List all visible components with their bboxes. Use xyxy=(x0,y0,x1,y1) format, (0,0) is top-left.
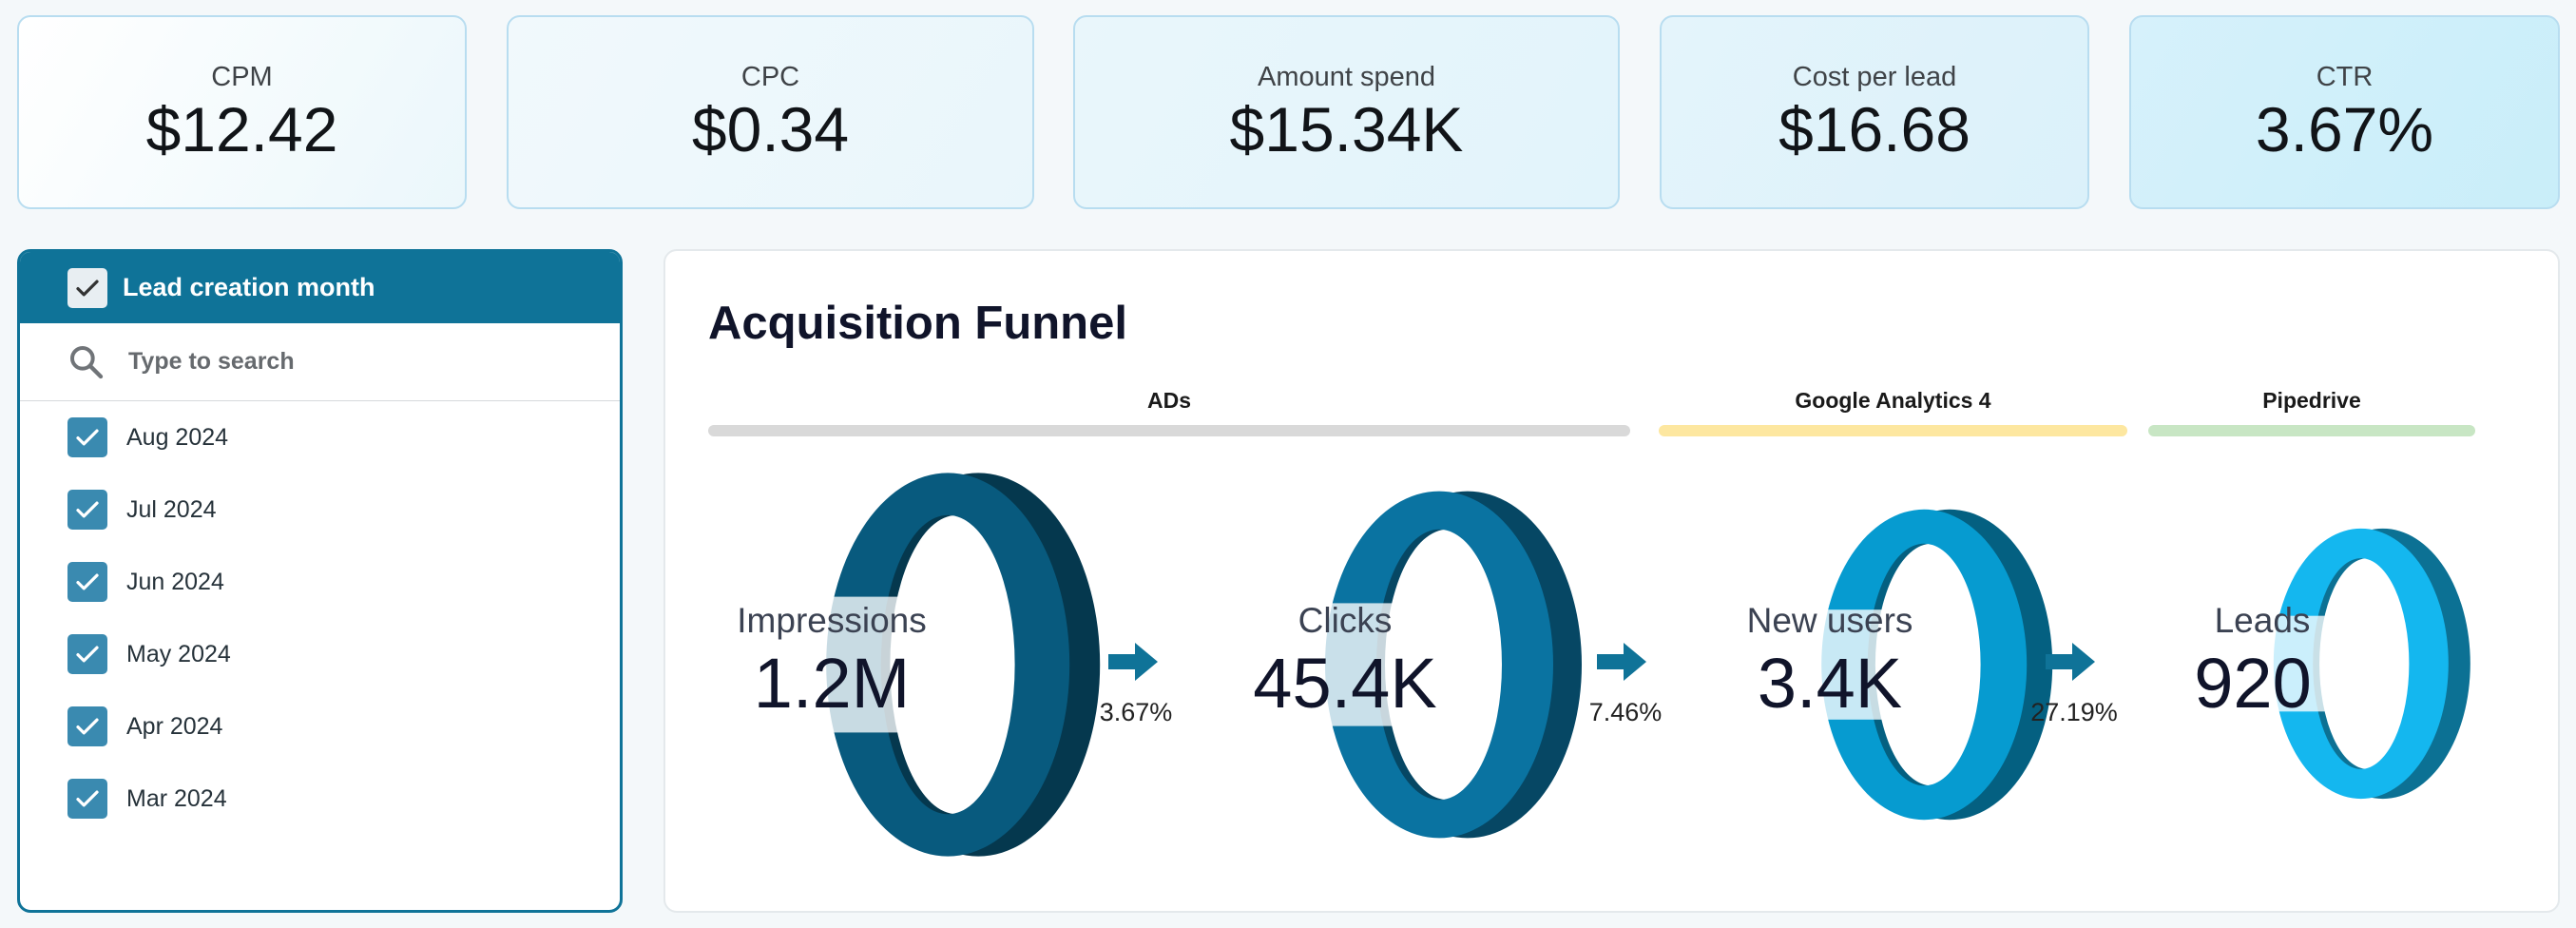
arrow-right-icon xyxy=(1597,643,1646,681)
kpi-label: CPC xyxy=(740,62,800,92)
month-checkbox[interactable] xyxy=(67,490,107,530)
ring-label-band xyxy=(808,596,949,733)
month-label: Apr 2024 xyxy=(126,712,223,740)
check-icon xyxy=(76,501,99,518)
month-option[interactable]: Mar 2024 xyxy=(20,763,620,835)
month-label: Jun 2024 xyxy=(126,568,224,595)
source-label-ga4: Google Analytics 4 xyxy=(1795,388,1991,413)
month-checkbox[interactable] xyxy=(67,417,107,457)
source-label-ads: ADs xyxy=(1146,388,1191,413)
month-label: Mar 2024 xyxy=(126,784,227,812)
stage-label-leads: Leads xyxy=(2214,601,2311,640)
month-option[interactable]: May 2024 xyxy=(20,618,620,690)
kpi-card-cpc: CPC $0.34 xyxy=(507,15,1034,209)
month-checkbox[interactable] xyxy=(67,779,107,819)
kpi-label: Cost per lead xyxy=(1792,62,1957,92)
stage-label-impressions: Impressions xyxy=(737,601,927,640)
ring-face xyxy=(1325,491,1553,839)
acquisition-funnel-panel: Acquisition Funnel ADs Google Analytics … xyxy=(663,249,2560,913)
ring-face xyxy=(1821,509,2028,821)
kpi-card-cpm: CPM $12.42 xyxy=(17,15,467,209)
conversion-rate: 27.19% xyxy=(2030,698,2118,726)
search-icon xyxy=(67,341,109,383)
month-label: Jul 2024 xyxy=(126,495,217,523)
filter-header[interactable]: Lead creation month xyxy=(20,252,620,323)
search-input[interactable] xyxy=(128,348,547,376)
kpi-value: $12.42 xyxy=(145,94,338,164)
kpi-value: 3.67% xyxy=(2255,94,2434,164)
month-filter-panel: Lead creation month Aug 2024 Jul 2024 Jun … xyxy=(17,249,623,913)
stage-value-leads: 920 xyxy=(2194,644,2312,723)
kpi-value: $15.34K xyxy=(1229,94,1464,164)
check-icon xyxy=(76,790,99,807)
funnel-ring-leads xyxy=(2260,528,2470,800)
ring-label-band xyxy=(1806,609,1925,720)
kpi-value: $0.34 xyxy=(691,94,850,164)
stage-value-clicks: 45.4K xyxy=(1253,644,1437,723)
stage-label-clicks: Clicks xyxy=(1298,601,1393,640)
ring-face xyxy=(2273,528,2449,800)
month-option[interactable]: Apr 2024 xyxy=(20,690,620,763)
filter-search xyxy=(20,323,620,401)
month-label: May 2024 xyxy=(126,640,231,667)
stage-label-new-users: New users xyxy=(1746,601,1913,640)
month-option[interactable]: Jul 2024 xyxy=(20,474,620,546)
month-list: Aug 2024 Jul 2024 Jun 2024 May 2024 Apr 2024… xyxy=(20,401,620,835)
kpi-value: $16.68 xyxy=(1778,94,1970,164)
kpi-label: CTR xyxy=(2316,62,2374,92)
source-bar-ga4 xyxy=(1659,425,2127,436)
stage-value-new-users: 3.4K xyxy=(1757,644,1903,723)
check-icon xyxy=(76,280,99,296)
month-checkbox[interactable] xyxy=(67,706,107,746)
filter-title: Lead creation month xyxy=(123,273,375,301)
arrow-right-icon xyxy=(1108,643,1158,681)
select-all-checkbox[interactable] xyxy=(67,267,107,308)
ring-label-band xyxy=(1308,603,1439,726)
kpi-card-ctr: CTR 3.67% xyxy=(2129,15,2560,209)
month-option[interactable]: Jun 2024 xyxy=(20,546,620,618)
source-bar-ads xyxy=(708,425,1630,436)
month-option[interactable]: Aug 2024 xyxy=(20,401,620,474)
arrow-right-icon xyxy=(2046,643,2095,681)
funnel-title: Acquisition Funnel xyxy=(708,298,1127,349)
check-icon xyxy=(76,718,99,735)
month-checkbox[interactable] xyxy=(67,562,107,602)
conversion-rate: 3.67% xyxy=(1099,698,1173,726)
check-icon xyxy=(76,646,99,663)
source-label-pipedrive: Pipedrive xyxy=(2262,388,2361,413)
stage-value-impressions: 1.2M xyxy=(753,644,911,723)
kpi-label: CPM xyxy=(211,62,273,92)
check-icon xyxy=(76,429,99,446)
funnel-ring-clicks xyxy=(1308,491,1582,839)
source-bar-pipedrive xyxy=(2148,425,2475,436)
funnel-ring-new-users xyxy=(1806,509,2053,821)
kpi-card-cost-per-lead: Cost per lead $16.68 xyxy=(1660,15,2089,209)
check-icon xyxy=(76,573,99,590)
conversion-rate: 7.46% xyxy=(1588,698,1663,726)
kpi-label: Amount spend xyxy=(1257,62,1435,92)
month-label: Aug 2024 xyxy=(126,423,229,451)
ring-label-band xyxy=(2260,615,2361,712)
funnel-ring-impressions xyxy=(808,473,1101,857)
month-checkbox[interactable] xyxy=(67,634,107,674)
kpi-card-amount-spend: Amount spend $15.34K xyxy=(1073,15,1620,209)
